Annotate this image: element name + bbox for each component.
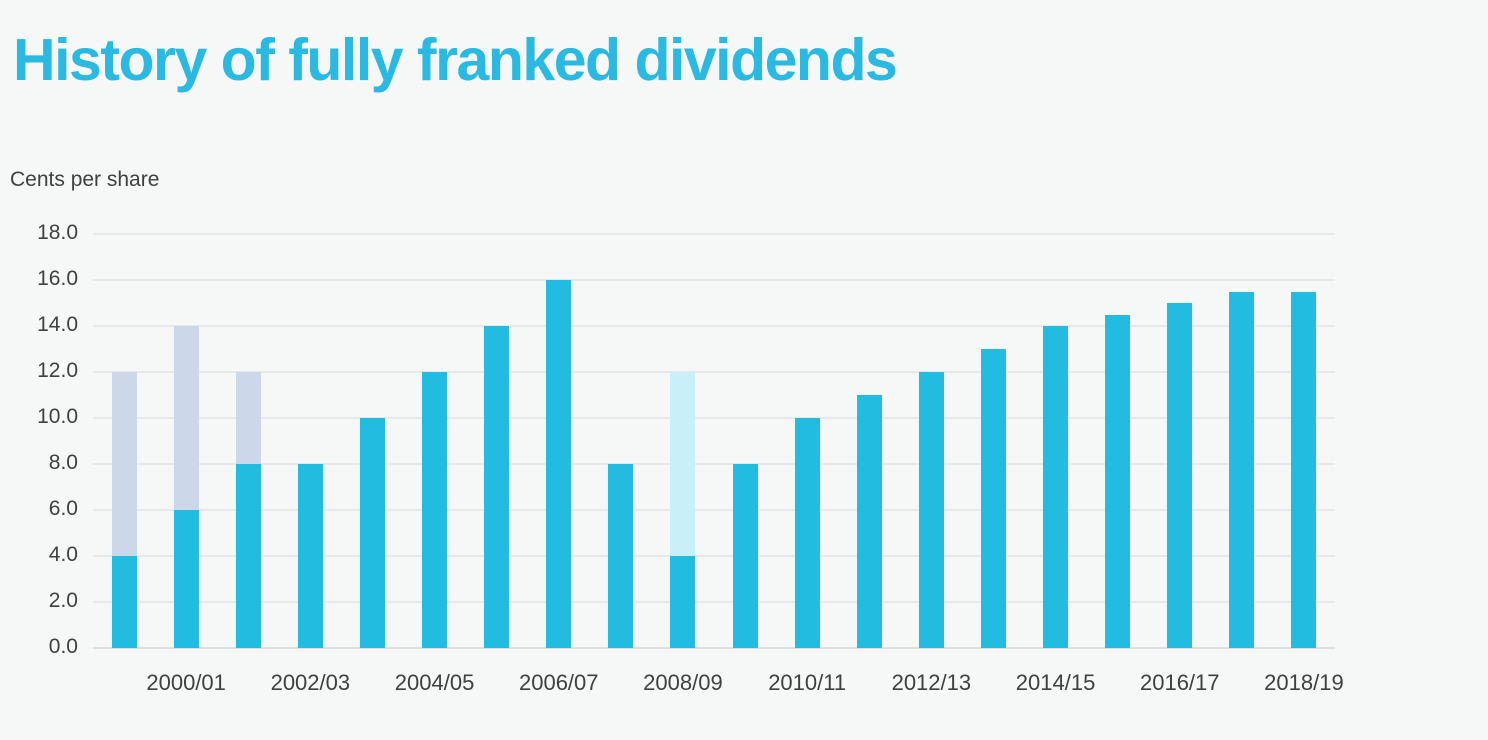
- gridline-14.0: [93, 325, 1335, 327]
- gridline-2.0: [93, 601, 1335, 603]
- x-tick-label-2002-03: 2002/03: [270, 670, 351, 695]
- y-tick-label-8.0: 8.0: [48, 451, 78, 474]
- x-tick-label-2006-07: 2006/07: [518, 670, 599, 695]
- y-tick-label-10.0: 10.0: [37, 405, 78, 428]
- gridline-16.0: [93, 279, 1335, 281]
- y-tick-label-4.0: 4.0: [48, 543, 78, 566]
- bar-2000-01-main-bar-segment: [173, 510, 199, 648]
- bar-2004-05-main-bar-segment: [422, 372, 448, 648]
- bar-2010-11-main-bar-segment: [794, 418, 820, 648]
- x-tick-label-2008-09: 2008/09: [643, 670, 723, 695]
- bar-2007-08-main-bar-segment: [608, 464, 634, 648]
- x-tick-label-2000-01: 2000/01: [146, 670, 226, 695]
- bar-2002-03-main-bar-segment: [297, 464, 323, 648]
- x-tick-label-2004-05: 2004/05: [394, 670, 475, 695]
- gridline-10.0: [93, 417, 1335, 419]
- bar-2001-02-upper-segment-lavender: [235, 372, 261, 464]
- gridline-12.0: [93, 371, 1335, 373]
- y-axis-unit-label: Cents per share: [10, 168, 160, 191]
- bar-1999-00-main-bar-segment: [111, 556, 137, 648]
- bar-2013-14-main-bar-segment: [980, 349, 1006, 648]
- bar-2003-04-main-bar-segment: [359, 418, 385, 648]
- bar-2012-13-main-bar-segment: [918, 372, 944, 648]
- bar-2011-12-main-bar-segment: [856, 395, 882, 648]
- bar-2008-09-main-bar-segment: [670, 556, 696, 648]
- gridline-8.0: [93, 463, 1335, 465]
- x-tick-label-2018-19: 2018/19: [1264, 670, 1344, 695]
- y-tick-label-16.0: 16.0: [37, 267, 78, 290]
- x-tick-label-2014-15: 2014/15: [1015, 670, 1096, 695]
- x-tick-label-2016-17: 2016/17: [1139, 670, 1220, 695]
- bar-2001-02-main-bar-segment: [235, 464, 261, 648]
- y-tick-label-14.0: 14.0: [37, 313, 78, 336]
- y-tick-label-12.0: 12.0: [37, 359, 78, 382]
- y-tick-label-2.0: 2.0: [48, 589, 78, 612]
- chart-title: History of fully franked dividends: [13, 27, 898, 93]
- bar-2014-15-main-bar-segment: [1043, 326, 1069, 648]
- bar-2009-10-main-bar-segment: [732, 464, 758, 648]
- bar-2000-01-upper-segment-lavender: [173, 326, 199, 510]
- bar-1999-00-upper-segment-lavender: [111, 372, 137, 556]
- y-tick-label-6.0: 6.0: [48, 497, 78, 520]
- bar-2017-18-main-bar-segment: [1229, 291, 1255, 648]
- bar-2006-07-main-bar-segment: [546, 280, 572, 648]
- x-axis-baseline: [93, 647, 1335, 649]
- gridline-4.0: [93, 555, 1335, 557]
- gridline-6.0: [93, 509, 1335, 511]
- bar-2005-06-main-bar-segment: [484, 326, 510, 648]
- bar-2015-16-main-bar-segment: [1105, 314, 1131, 648]
- bar-2016-17-main-bar-segment: [1167, 303, 1193, 648]
- x-tick-label-2010-11: 2010/11: [768, 670, 847, 695]
- bar-2008-09-upper-segment-pale-blue: [670, 372, 696, 556]
- bar-2018-19-main-bar-segment: [1291, 291, 1317, 648]
- y-tick-label-18.0: 18.0: [37, 221, 78, 244]
- y-tick-label-0.0: 0.0: [48, 635, 78, 658]
- x-tick-label-2012-13: 2012/13: [891, 670, 972, 695]
- gridline-18.0: [93, 233, 1335, 235]
